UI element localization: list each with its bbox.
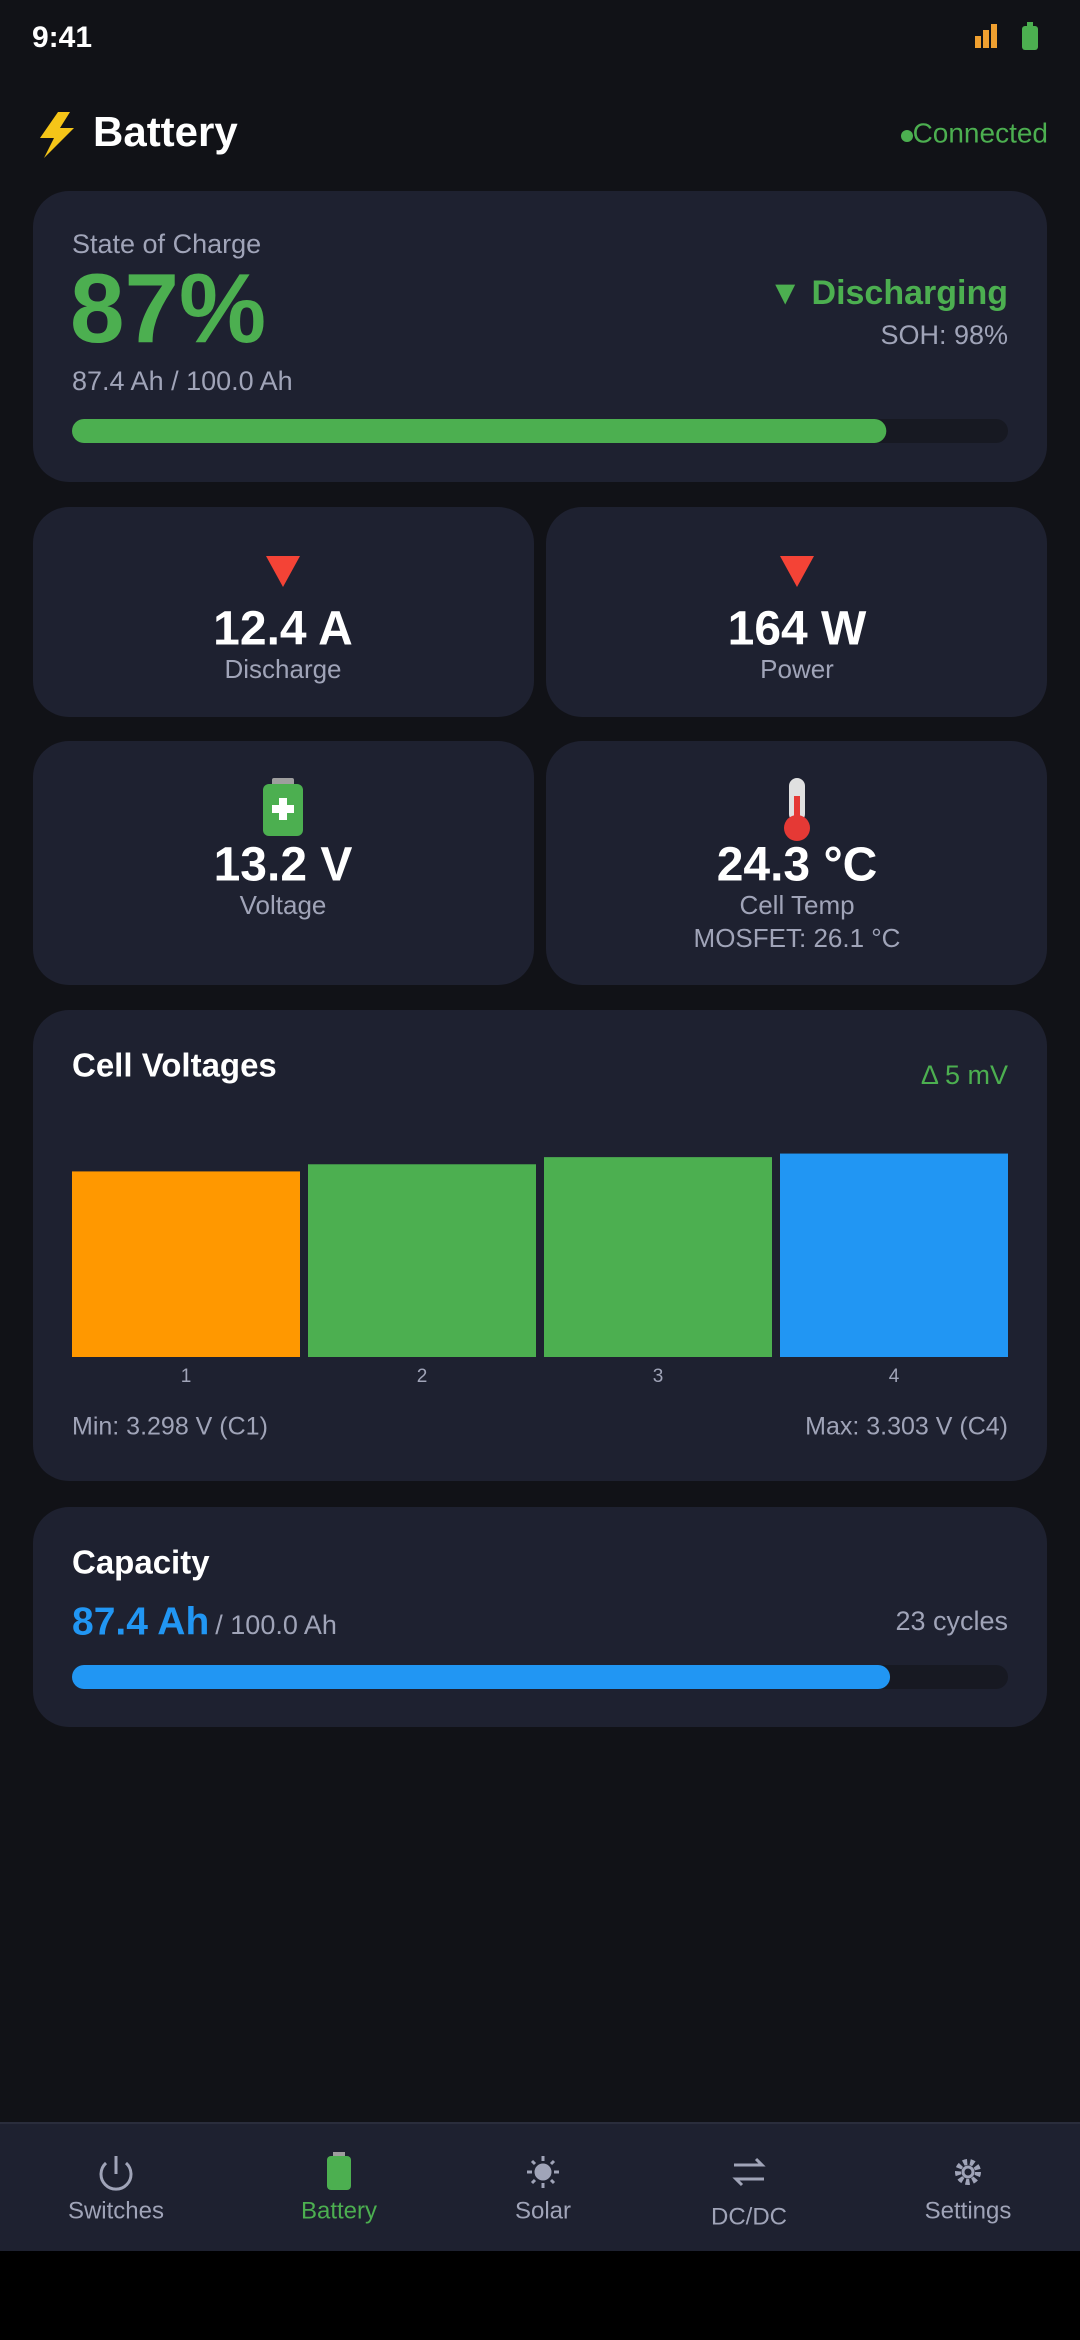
status-time: 9:41: [32, 21, 92, 54]
cell-label: 2: [417, 1366, 428, 1387]
cell-min: Min: 3.298 V (C1): [72, 1413, 268, 1441]
nav-battery-icon: [327, 2152, 351, 2190]
cell-max: Max: 3.303 V (C4): [805, 1413, 1008, 1441]
soc-soh: SOH: 98%: [880, 320, 1008, 350]
nav-label[interactable]: Settings: [925, 2197, 1012, 2224]
nav-label[interactable]: Switches: [68, 2197, 164, 2224]
cell-voltages-title: Cell Voltages: [72, 1047, 277, 1084]
cell-voltage-bar: [544, 1157, 772, 1357]
nav-label[interactable]: Solar: [515, 2197, 571, 2224]
metric-card: [546, 741, 1047, 985]
nav-label[interactable]: DC/DC: [711, 2203, 787, 2230]
soc-card: [33, 191, 1047, 482]
metric-card: [33, 741, 534, 985]
discharge-arrow-icon: [266, 556, 300, 587]
soc-progress-fill: [72, 419, 887, 443]
capacity-progress-fill: [72, 1665, 891, 1689]
cell-label: 4: [889, 1366, 900, 1387]
metric-label: Discharge: [224, 654, 341, 684]
power-arrow-icon: [780, 556, 814, 587]
cell-voltage-bar: [308, 1164, 536, 1357]
metric-value: 13.2 V: [214, 839, 353, 892]
cell-voltage-bar: [780, 1153, 1008, 1357]
metric-label: Power: [760, 654, 834, 684]
soc-label: State of Charge: [72, 229, 261, 259]
nav-label[interactable]: Battery: [301, 2197, 377, 2224]
metric-value: 12.4 A: [213, 603, 353, 656]
metric-label: Cell Temp: [739, 890, 854, 920]
cell-label: 1: [181, 1366, 192, 1387]
solar-icon: [527, 2156, 559, 2188]
capacity-cycles: 23 cycles: [895, 1606, 1008, 1636]
cell-voltages-card: [33, 1010, 1047, 1481]
status-icons: [975, 22, 1038, 50]
connection-dot: [901, 130, 913, 142]
capacity-title: Capacity: [72, 1544, 210, 1581]
settings-icon: [955, 2159, 981, 2185]
metric-value: 164 W: [728, 603, 867, 656]
dcdc-icon: [732, 2157, 766, 2187]
metric-note: MOSFET: 26.1 °C: [694, 923, 901, 953]
metric-card: [546, 507, 1047, 717]
header-bolt-icon: [40, 112, 74, 158]
thermometer-icon: [784, 778, 810, 841]
switches-icon: [99, 2161, 133, 2191]
capacity-total: / 100.0 Ah: [215, 1610, 337, 1640]
metric-label: Voltage: [240, 890, 327, 920]
system-bottom-area: [0, 2251, 1080, 2340]
solar-icon: [534, 2163, 552, 2181]
cell-voltage-bar: [72, 1171, 300, 1357]
soc-capacity: 87.4 Ah / 100.0 Ah: [72, 366, 293, 396]
metric-card: [33, 507, 534, 717]
battery-icon: [263, 778, 303, 836]
metric-value: 24.3 °C: [717, 839, 878, 892]
bottom-nav: [0, 2123, 1080, 2251]
soc-state: ▼ Discharging: [768, 274, 1008, 312]
header-title: Battery: [93, 108, 238, 155]
cell-label: 3: [653, 1366, 664, 1387]
capacity-remaining: 87.4 Ah: [72, 1600, 209, 1643]
cell-voltage-delta: Δ 5 mV: [921, 1060, 1008, 1090]
settings-icon: [961, 2165, 975, 2179]
connection-status: Connected: [913, 117, 1048, 148]
soc-percent: 87%: [70, 253, 266, 363]
nav-icons: [99, 2156, 981, 2191]
